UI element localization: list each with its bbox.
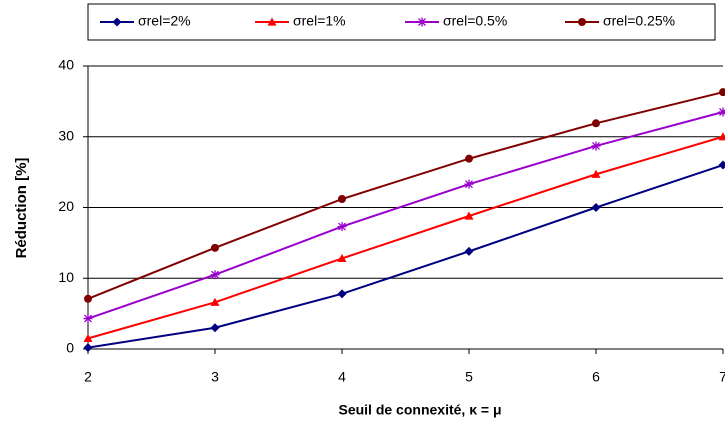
y-tick-label: 10 [58, 269, 74, 285]
marker [718, 107, 725, 117]
marker [591, 141, 601, 151]
marker [591, 169, 601, 178]
marker [591, 203, 601, 212]
x-tick-label: 2 [84, 369, 92, 385]
y-tick-label: 30 [58, 127, 74, 143]
marker [337, 253, 347, 263]
marker [464, 246, 474, 256]
y-tick-label: 0 [66, 340, 74, 356]
marker [83, 314, 93, 324]
marker [464, 211, 474, 220]
series-line [87, 135, 724, 340]
series-line [87, 164, 724, 349]
legend-marker [267, 17, 277, 26]
marker [718, 132, 725, 141]
x-tick-label: 7 [719, 369, 725, 385]
marker [210, 270, 220, 280]
x-tick-label: 4 [338, 369, 346, 385]
marker [592, 119, 600, 128]
series-line [87, 91, 724, 300]
y-tick-label: 40 [58, 57, 74, 73]
marker [464, 179, 474, 189]
legend-label: σrel=0.25% [603, 13, 675, 29]
marker [84, 294, 92, 303]
y-tick-label: 20 [58, 198, 74, 214]
marker [210, 297, 220, 306]
y-axis-label: Réduction [%] [13, 158, 30, 259]
legend-label: σrel=1% [293, 13, 346, 29]
x-tick-label: 6 [592, 369, 600, 385]
marker [83, 343, 93, 353]
marker [718, 160, 725, 170]
x-tick-label: 3 [211, 369, 219, 385]
marker [337, 289, 347, 299]
series-line [87, 111, 724, 320]
legend-marker [112, 17, 122, 27]
marker [83, 333, 93, 342]
marker [337, 222, 347, 232]
x-tick-label: 5 [465, 369, 473, 385]
legend-box [87, 3, 716, 41]
legend-label: σrel=2% [138, 13, 191, 29]
marker [211, 243, 219, 252]
legend-label: σrel=0.5% [443, 13, 507, 29]
legend-marker [417, 17, 427, 27]
marker [210, 323, 220, 333]
x-axis-label: Seuil de connexité, κ = μ [338, 402, 501, 418]
marker [465, 154, 473, 163]
marker [338, 195, 346, 204]
legend-marker [578, 18, 586, 26]
marker [719, 88, 725, 97]
